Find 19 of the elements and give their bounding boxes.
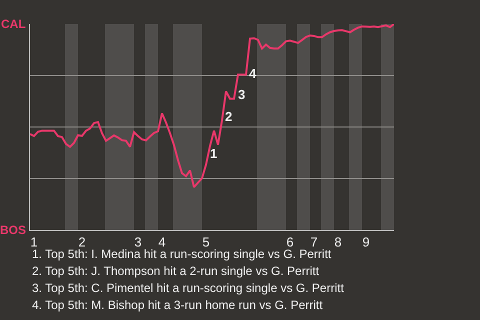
text: BOS (0, 223, 26, 237)
annotation: 4 (249, 66, 257, 81)
text: 1. Top 5th: I. Medina hit a run-scoring single vs G. Perritt (32, 247, 332, 261)
x-tick-label: 1 (30, 234, 38, 250)
text: 3. Top 5th: C. Pimentel hit a run-scoring single vs G. Perritt (32, 281, 345, 295)
x-tick-label: 6 (286, 234, 294, 250)
text: CAL (1, 17, 26, 31)
annotation: 2 (225, 109, 232, 124)
x-tick-label: 7 (310, 234, 318, 250)
x-tick-label: 9 (362, 234, 370, 250)
x-tick-label: 8 (334, 234, 342, 250)
x-tick-label: 5 (202, 234, 210, 250)
x-tick-label: 4 (158, 234, 166, 250)
annotation: 1 (210, 146, 218, 161)
text: 2. Top 5th: J. Thompson hit a 2-run single vs G. Perritt (32, 264, 320, 278)
x-tick-label: 2 (78, 234, 86, 250)
text: 4. Top 5th: M. Bishop hit a 3-run home run vs G. Perritt (32, 298, 324, 312)
annotation: 3 (238, 87, 246, 102)
x-tick-label: 3 (134, 234, 142, 250)
